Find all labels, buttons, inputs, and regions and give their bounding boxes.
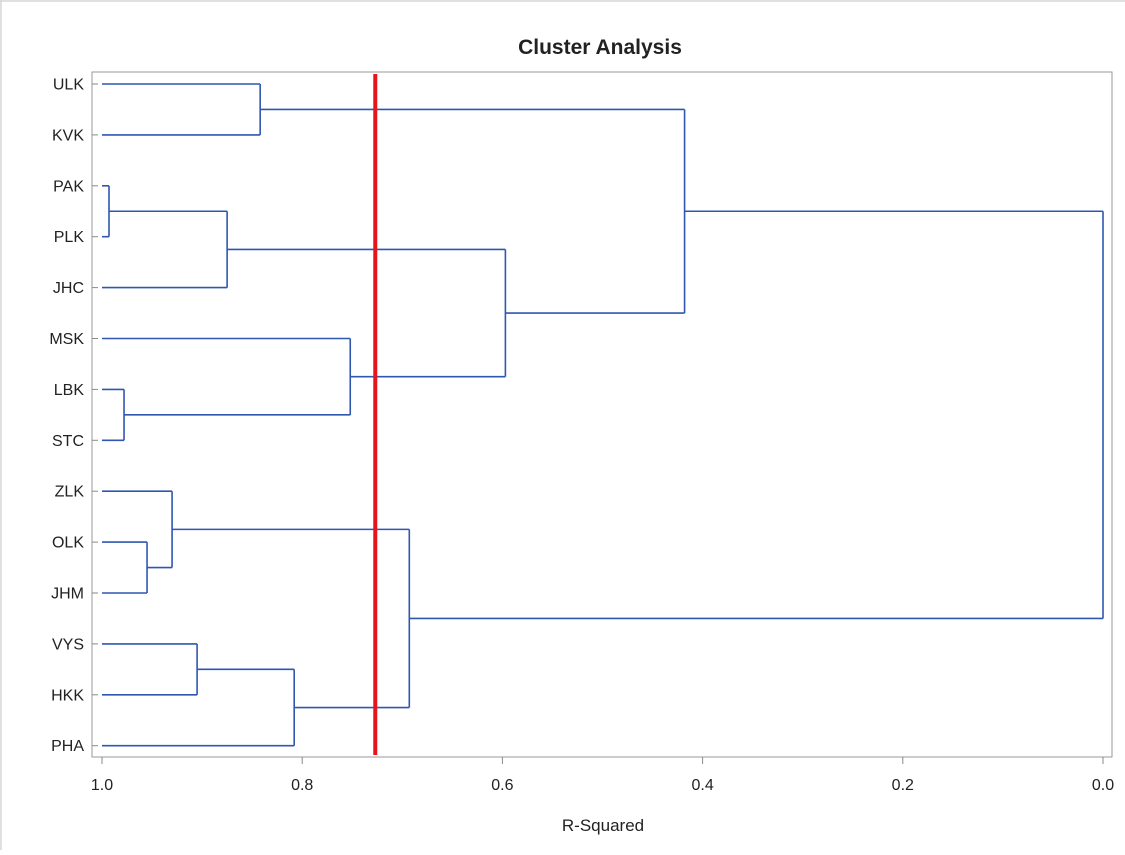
y-tick-label-hkk: HKK [51,687,84,704]
y-tick-label-plk: PLK [54,229,85,246]
x-tick-label-0: 1.0 [91,777,113,794]
plot-frame [91,71,1113,758]
x-tick-label-1: 0.8 [291,777,313,794]
y-tick-label-pha: PHA [51,738,84,755]
y-tick-label-jhm: JHM [51,586,84,603]
dendrogram-branches [102,83,1104,747]
y-tick-label-olk: OLK [52,535,84,552]
y-tick-label-jhc: JHC [53,280,84,297]
y-tick-label-vys: VYS [52,636,84,653]
x-tick-label-2: 0.6 [491,777,513,794]
x-axis-label: R-Squared [562,816,644,835]
chart-title: Cluster Analysis [518,36,682,59]
x-tick-label-4: 0.2 [892,777,914,794]
x-tick-label-5: 0.0 [1092,777,1114,794]
y-tick-label-lbk: LBK [54,382,85,399]
x-tick-label-3: 0.4 [691,777,713,794]
y-tick-label-msk: MSK [49,331,84,348]
y-tick-label-ulk: ULK [53,77,84,94]
y-tick-label-pak: PAK [53,178,84,195]
y-tick-label-kvk: KVK [52,127,84,144]
y-axis: ULK KVK PAK PLK JHC MSK LBK STC ZLK OLK JHM VYS HKK P… [49,77,98,755]
y-tick-label-zlk: ZLK [55,484,85,501]
y-tick-label-stc: STC [52,433,84,450]
x-axis: 1.0 0.8 0.6 0.4 0.2 0.0 [91,757,1114,794]
